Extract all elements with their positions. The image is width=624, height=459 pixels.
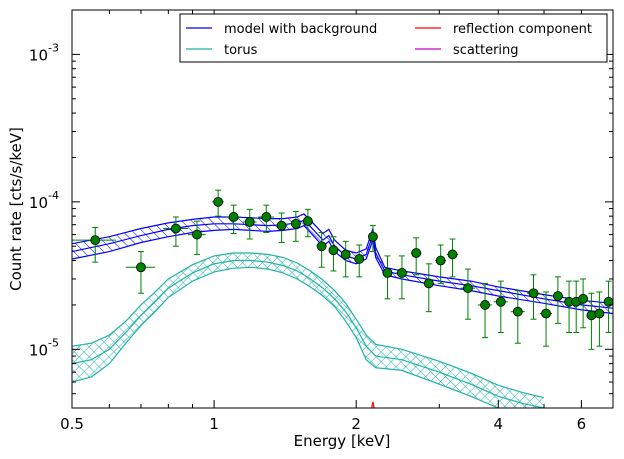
data-marker	[578, 293, 589, 304]
data-marker	[594, 308, 605, 319]
data-point	[290, 211, 302, 242]
legend-box	[179, 13, 608, 63]
plot-frame	[71, 9, 614, 409]
data-point	[396, 255, 408, 300]
data-marker	[435, 255, 446, 266]
data-marker	[528, 288, 539, 299]
data-point	[510, 290, 525, 344]
torus-band-upper	[72, 252, 545, 399]
data-marker	[170, 223, 181, 234]
data-marker	[603, 296, 613, 307]
data-point	[578, 278, 589, 329]
torus-band	[72, 253, 544, 408]
x-axis-label: Energy [keV]	[294, 432, 391, 450]
data-marker	[495, 296, 506, 307]
model-with-background-band-upper	[72, 213, 613, 304]
model-with-background-line	[72, 219, 613, 309]
data-marker	[228, 212, 239, 222]
x-tick-label: 0.5	[60, 415, 84, 433]
legend-label-torus: torus	[224, 43, 258, 58]
data-point	[328, 236, 339, 272]
data-point	[477, 282, 493, 339]
data-marker	[90, 235, 101, 246]
y-tick-label: 10	[29, 194, 48, 212]
data-points	[72, 189, 613, 350]
data-point	[586, 292, 597, 350]
y-tick-label: 10	[29, 341, 48, 359]
data-marker	[541, 308, 551, 319]
data-point	[493, 280, 508, 334]
model-with-background-band	[72, 213, 613, 314]
data-point	[340, 240, 351, 278]
x-tick-label: 4	[494, 415, 504, 433]
data-marker	[480, 300, 490, 310]
data-point	[72, 227, 117, 263]
data-marker	[512, 306, 523, 317]
data-point	[187, 220, 206, 255]
data-marker	[192, 229, 202, 240]
data-marker	[397, 267, 407, 278]
data-marker	[447, 249, 458, 260]
data-point	[275, 212, 288, 244]
data-point	[446, 238, 459, 278]
data-point	[410, 237, 422, 276]
data-point	[539, 291, 553, 347]
data-marker	[213, 196, 224, 207]
data-point	[594, 291, 605, 347]
data-marker	[136, 262, 146, 273]
y-tick-exponent: -5	[48, 336, 59, 349]
reflection-component-line	[371, 401, 375, 408]
data-marker	[382, 267, 393, 278]
data-point	[368, 225, 378, 253]
legend-label-model: model with background	[224, 22, 377, 37]
data-point	[603, 280, 613, 334]
data-point	[163, 216, 188, 247]
data-marker	[463, 283, 473, 294]
data-marker	[354, 254, 365, 264]
data-marker	[316, 241, 327, 252]
data-point	[125, 251, 156, 294]
data-marker	[244, 217, 255, 227]
data-marker	[290, 218, 301, 229]
data-point	[316, 231, 327, 268]
y-tick-exponent: -3	[48, 41, 59, 54]
data-point	[226, 204, 241, 235]
data-point	[435, 244, 447, 284]
y-tick-exponent: -4	[48, 189, 59, 202]
data-marker	[261, 212, 272, 222]
data-point	[258, 204, 275, 233]
data-marker	[276, 220, 287, 231]
model-with-background-band-lower	[72, 224, 613, 315]
legend-label-scattering: scattering	[453, 43, 519, 58]
data-marker	[328, 245, 339, 256]
y-tick-label: 10	[29, 46, 48, 64]
model-bands	[72, 213, 613, 408]
data-point	[382, 255, 393, 300]
data-point	[460, 268, 475, 320]
data-marker	[340, 249, 351, 260]
data-point	[212, 189, 225, 217]
data-marker	[411, 248, 422, 258]
data-point	[302, 208, 313, 238]
data-point	[526, 274, 540, 320]
data-point	[552, 276, 564, 324]
legend: model with background torus reflection c…	[179, 13, 608, 63]
y-axis-label: Count rate [cts/s/keV]	[7, 127, 25, 291]
axis-ticks: 0.5 1 2 4 610-510-410-3	[29, 9, 614, 433]
data-point	[354, 244, 365, 278]
x-tick-label: 1	[209, 415, 219, 433]
data-marker	[552, 291, 563, 301]
x-tick-label: 2	[351, 415, 361, 433]
x-tick-label: 6	[577, 415, 587, 433]
data-marker	[586, 310, 597, 321]
data-point	[422, 263, 435, 313]
data-marker	[423, 278, 434, 289]
torus-band-lower	[72, 266, 501, 408]
torus-line	[72, 259, 545, 408]
legend-label-reflection: reflection component	[453, 22, 592, 37]
data-marker	[302, 216, 313, 227]
data-point	[242, 208, 257, 240]
data-marker	[368, 231, 378, 242]
